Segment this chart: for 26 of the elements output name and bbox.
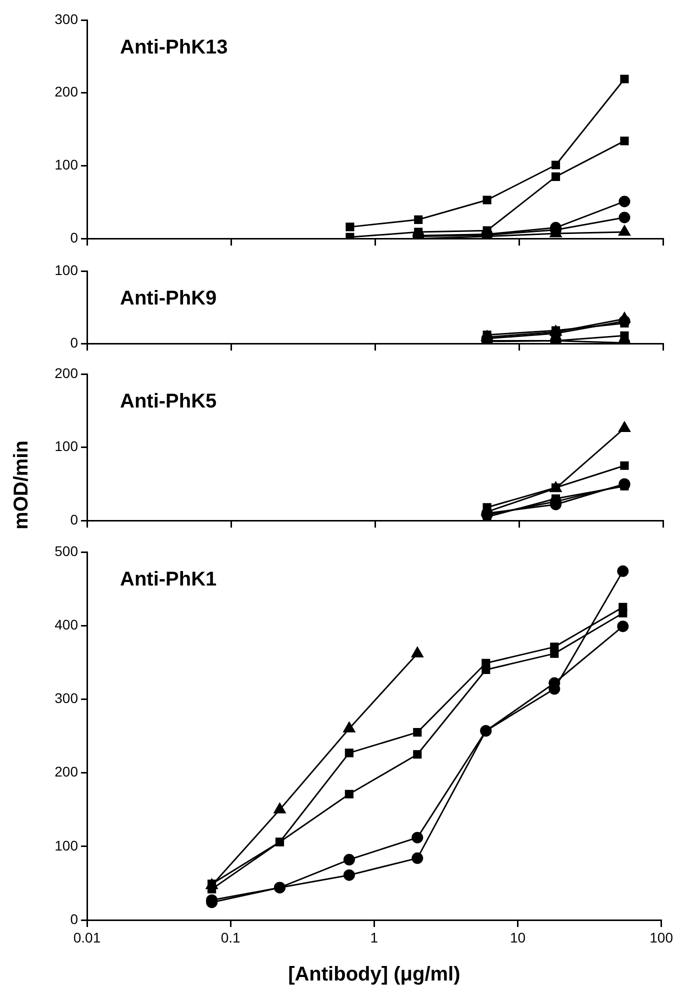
y-tick-label: 0	[70, 229, 78, 246]
y-axis-title: mOD/min	[10, 440, 34, 530]
y-tick-label: 200	[54, 764, 78, 780]
text: Anti-PhK5	[120, 390, 217, 413]
x-tick-label: 10	[510, 929, 526, 946]
y-tick-label: 200	[54, 84, 78, 100]
text: Anti-PhK13	[120, 36, 228, 59]
x-tick-label: 1	[370, 929, 378, 946]
y-tick-label: 100	[54, 262, 78, 278]
x-tick-label: 0.1	[220, 929, 241, 946]
y-tick-label: 500	[54, 542, 78, 559]
y-tick-label: 0	[70, 511, 78, 528]
y-tick-label: 100	[54, 438, 78, 454]
x-tick-label: 0.01	[73, 929, 101, 946]
y-tick-label: 300	[54, 10, 78, 27]
x-tick-label: 100	[650, 929, 674, 946]
y-tick-label: 400	[54, 616, 78, 632]
y-tick-label: 200	[54, 364, 78, 381]
y-tick-label: 0	[70, 334, 78, 350]
y-tick-label: 100	[54, 156, 78, 173]
y-tick-label: 100	[54, 837, 78, 854]
y-tick-label: 0	[70, 910, 78, 927]
y-tick-label: 300	[54, 690, 78, 706]
x-axis-title: [Antibody] (μg/ml)	[288, 964, 460, 986]
text: Anti-PhK9	[120, 288, 217, 310]
text: Anti-PhK1	[120, 568, 217, 591]
